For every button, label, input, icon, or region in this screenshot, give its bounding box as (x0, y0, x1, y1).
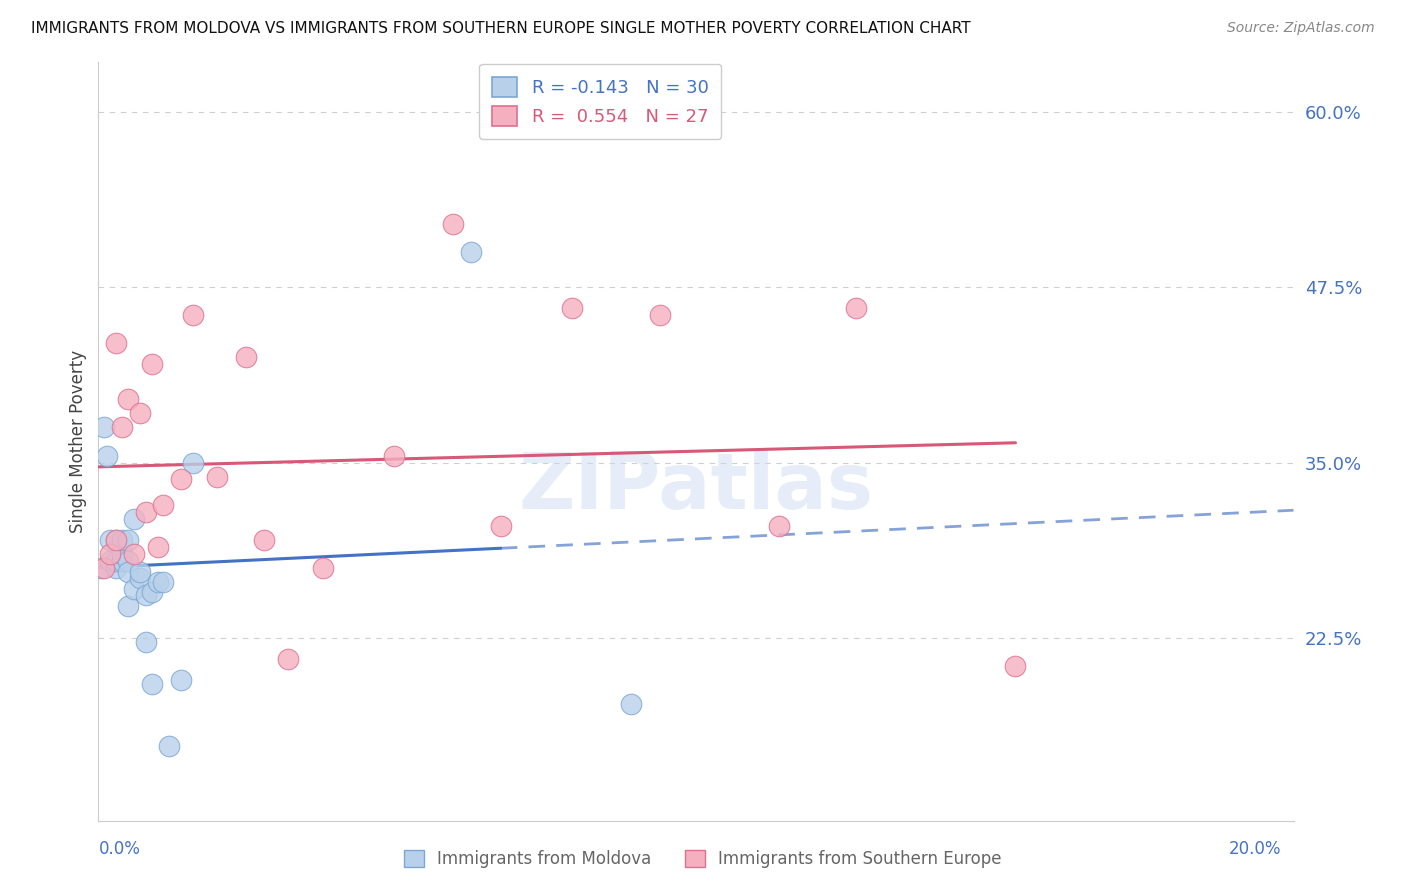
Point (170, 673, 193, 688)
Point (181, 456, 204, 470)
Point (105, 533, 128, 547)
Point (128, 565, 150, 579)
Point (105, 561, 128, 575)
Point (205, 469, 228, 483)
Point (122, 582, 145, 596)
Point (768, 518, 790, 533)
Point (845, 301, 868, 315)
Point (141, 357, 163, 371)
Point (146, 574, 169, 589)
Point (561, 301, 583, 315)
Point (90, 561, 112, 575)
Point (96, 449, 118, 463)
Point (117, 392, 139, 407)
Point (98, 554, 121, 568)
Point (135, 505, 157, 519)
Point (117, 533, 139, 547)
Point (117, 599, 139, 613)
Point (181, 308, 204, 322)
Point (111, 554, 134, 568)
Point (93, 561, 115, 575)
Text: Source: ZipAtlas.com: Source: ZipAtlas.com (1227, 21, 1375, 35)
Point (146, 540, 169, 554)
Point (98, 547, 121, 561)
Point (111, 420, 134, 434)
Point (105, 336, 128, 351)
Point (277, 652, 299, 666)
Legend: Immigrants from Moldova, Immigrants from Southern Europe: Immigrants from Moldova, Immigrants from… (398, 843, 1008, 875)
Point (157, 739, 180, 754)
Point (170, 473, 193, 487)
Text: ZIPatlas: ZIPatlas (519, 449, 873, 525)
Point (111, 547, 134, 561)
Point (117, 554, 139, 568)
Point (93, 420, 115, 434)
Point (128, 571, 150, 585)
Point (650, 308, 672, 322)
Point (128, 407, 150, 421)
Point (141, 677, 163, 691)
Point (1004, 659, 1026, 673)
Point (105, 533, 128, 547)
Point (98, 533, 121, 547)
Point (105, 554, 128, 568)
Point (122, 512, 145, 526)
Point (382, 449, 405, 463)
Point (235, 351, 257, 365)
Y-axis label: Single Mother Poverty: Single Mother Poverty (69, 350, 87, 533)
Point (135, 635, 157, 649)
Point (460, 245, 482, 260)
Text: 0.0%: 0.0% (98, 840, 141, 858)
Point (117, 565, 139, 579)
Point (135, 588, 157, 602)
Point (620, 697, 643, 711)
Point (312, 561, 335, 575)
Point (141, 584, 163, 599)
Legend: R = -0.143   N = 30, R =  0.554   N = 27: R = -0.143 N = 30, R = 0.554 N = 27 (479, 64, 721, 139)
Point (152, 498, 174, 512)
Point (489, 518, 512, 533)
Point (152, 574, 174, 589)
Text: IMMIGRANTS FROM MOLDOVA VS IMMIGRANTS FROM SOUTHERN EUROPE SINGLE MOTHER POVERTY: IMMIGRANTS FROM MOLDOVA VS IMMIGRANTS FR… (31, 21, 970, 36)
Point (441, 217, 464, 231)
Text: 20.0%: 20.0% (1229, 840, 1282, 858)
Point (111, 533, 134, 547)
Point (122, 547, 145, 561)
Point (253, 533, 276, 547)
